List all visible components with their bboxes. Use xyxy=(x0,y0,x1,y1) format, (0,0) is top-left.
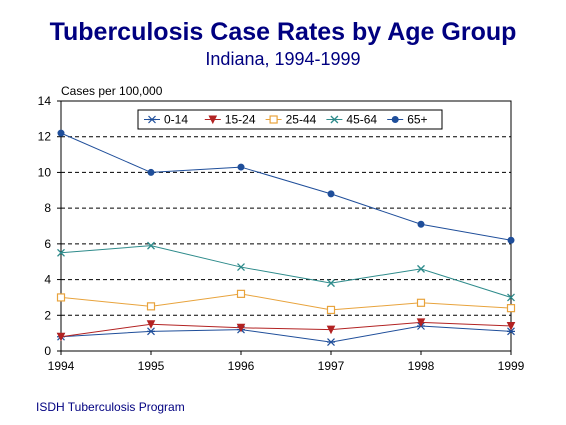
y-tick-label-0: 0 xyxy=(44,344,51,358)
legend-item-65+: 65+ xyxy=(387,113,428,127)
legend-item-25-44: 25-44 xyxy=(265,113,317,127)
data-point-65+-1995 xyxy=(147,168,155,176)
data-point-25-44-1996 xyxy=(236,289,246,298)
y-tick-label-6: 6 xyxy=(44,237,51,251)
legend-label-65+: 65+ xyxy=(407,113,427,127)
data-point-25-44-1995 xyxy=(146,302,156,311)
legend-marker-0-14 xyxy=(148,115,156,124)
series-0-14 xyxy=(57,322,515,346)
legend: 0-14 15-24 25-44 45-64 65+ xyxy=(137,109,443,130)
series-line-65+ xyxy=(60,132,512,241)
legend-marker-25-44 xyxy=(269,115,278,124)
x-tick-label-1998: 1998 xyxy=(408,359,435,373)
x-tick-label-1994: 1994 xyxy=(48,359,75,373)
data-point-65+-1999 xyxy=(507,236,515,244)
x-tick-label-1999: 1999 xyxy=(498,359,525,373)
y-tick-label-14: 14 xyxy=(38,94,52,108)
data-point-25-44-1997 xyxy=(326,305,336,315)
legend-marker-45-64 xyxy=(330,115,339,124)
series-group xyxy=(56,129,516,346)
data-point-65+-1994 xyxy=(57,129,65,137)
data-point-15-24-1997 xyxy=(326,325,336,335)
data-point-65+-1998 xyxy=(417,220,425,228)
data-point-65+-1996 xyxy=(237,163,245,171)
data-point-65+-1997 xyxy=(327,190,335,198)
series-line-45-64 xyxy=(60,245,512,298)
y-tick-label-12: 12 xyxy=(38,130,52,144)
data-point-0-14-1995 xyxy=(147,327,155,336)
x-tick-label-1995: 1995 xyxy=(138,359,165,373)
series-line-25-44 xyxy=(60,293,512,311)
data-point-0-14-1999 xyxy=(507,327,515,336)
data-point-15-24-1996 xyxy=(236,323,246,333)
data-point-45-64-1995 xyxy=(147,241,155,250)
series-25-44 xyxy=(56,289,516,315)
data-point-25-44-1999 xyxy=(506,304,516,313)
y-tick-label-8: 8 xyxy=(44,201,51,215)
data-point-25-44-1994 xyxy=(56,293,66,302)
series-45-64 xyxy=(57,241,515,302)
data-point-15-24-1998 xyxy=(416,318,426,328)
data-point-45-64-1997 xyxy=(327,279,335,288)
data-point-15-24-1999 xyxy=(506,322,516,331)
legend-box xyxy=(137,109,443,130)
chart-subtitle: Indiana, 1994-1999 xyxy=(205,49,361,69)
plot-frame xyxy=(60,100,512,352)
legend-label-45-64: 45-64 xyxy=(346,113,377,127)
axes xyxy=(57,100,512,355)
legend-marker-65+ xyxy=(391,116,399,123)
legend-item-0-14: 0-14 xyxy=(144,113,188,127)
chart-title: Tuberculosis Case Rates by Age Group xyxy=(49,18,517,46)
legend-label-25-44: 25-44 xyxy=(286,113,317,127)
legend-label-0-14: 0-14 xyxy=(164,113,188,127)
series-15-24 xyxy=(56,318,516,342)
series-65+ xyxy=(57,129,515,244)
y-tick-label-4: 4 xyxy=(44,273,51,287)
x-tick-label-1996: 1996 xyxy=(228,359,255,373)
data-point-0-14-1997 xyxy=(327,338,335,346)
source-note: ISDH Tuberculosis Program xyxy=(36,400,185,414)
data-point-15-24-1995 xyxy=(146,320,156,329)
data-point-15-24-1994 xyxy=(56,332,66,342)
legend-marker-15-24 xyxy=(208,115,218,125)
tick-labels: 0 2 4 6 8 10 12 14 1994 1995 1996 1997 1998 1999 xyxy=(38,94,525,373)
data-point-45-64-1998 xyxy=(417,264,425,273)
y-tick-label-2: 2 xyxy=(44,308,51,322)
x-tick-label-1997: 1997 xyxy=(318,359,345,373)
legend-label-15-24: 15-24 xyxy=(225,113,256,127)
grid-lines xyxy=(61,136,511,316)
data-point-45-64-1996 xyxy=(237,263,245,272)
data-point-45-64-1994 xyxy=(57,248,65,257)
data-point-45-64-1999 xyxy=(507,293,515,302)
legend-item-15-24: 15-24 xyxy=(204,113,256,127)
legend-item-45-64: 45-64 xyxy=(326,113,377,127)
series-line-0-14 xyxy=(60,325,512,343)
series-line-15-24 xyxy=(60,321,512,338)
y-tick-label-10: 10 xyxy=(38,165,52,179)
y-axis-label: Cases per 100,000 xyxy=(61,84,163,98)
data-point-25-44-1998 xyxy=(416,298,426,307)
